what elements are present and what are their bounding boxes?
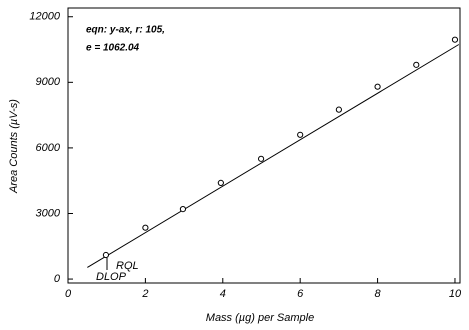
x-tick-label: 2	[141, 288, 148, 300]
y-tick-label: 0	[54, 273, 61, 285]
data-point	[335, 106, 342, 113]
x-tick-label: 6	[297, 288, 304, 300]
data-point	[451, 36, 459, 43]
x-tick-label: 4	[220, 288, 226, 300]
y-tick-label: 9000	[36, 76, 61, 88]
data-point	[297, 131, 304, 138]
annotation: eqn: y-ax, r: 105,	[86, 25, 165, 36]
data-point	[142, 224, 149, 231]
y-axis-label: Area Counts (µV-s)	[8, 99, 20, 194]
x-tick-label: 10	[449, 288, 462, 300]
plot-frame	[67, 7, 461, 284]
data-point	[413, 61, 420, 68]
x-tick-label: 8	[375, 288, 382, 300]
y-tick-label: 12000	[29, 11, 60, 23]
annotation: e = 1062.04	[86, 43, 140, 54]
annotation: RQL	[116, 260, 139, 272]
annotation: DLOP	[96, 271, 127, 283]
fit-line	[87, 44, 460, 268]
data-point	[217, 179, 224, 186]
y-tick-label: 6000	[36, 142, 61, 154]
data-point	[102, 251, 110, 259]
data-point	[374, 83, 381, 90]
x-tick-label: 0	[65, 288, 72, 300]
x-axis-label: Mass (µg) per Sample	[206, 312, 314, 324]
data-point	[257, 155, 265, 162]
y-tick-label: 3000	[36, 207, 61, 219]
data-point	[179, 206, 187, 213]
